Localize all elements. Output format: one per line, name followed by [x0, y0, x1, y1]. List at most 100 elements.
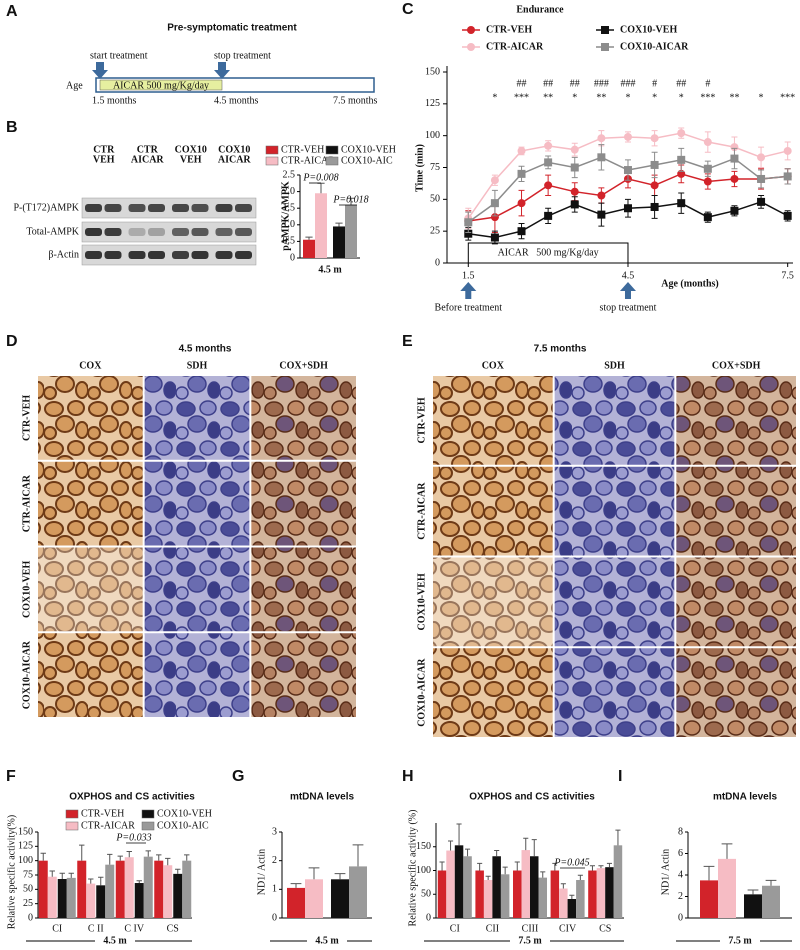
point	[623, 132, 632, 141]
legend-marker	[601, 26, 609, 34]
start-label: start treatment	[90, 50, 148, 61]
x-tick-label: CI	[52, 923, 62, 934]
significance: ###	[594, 78, 609, 89]
error-bar	[290, 883, 302, 888]
point	[703, 213, 712, 222]
y-tick-label: 150	[425, 66, 440, 77]
error-bar	[448, 840, 454, 851]
point	[703, 164, 712, 173]
error-bar	[765, 879, 777, 886]
point	[650, 160, 659, 169]
bar	[463, 856, 472, 918]
treatment-label: AICAR 500 mg/Kg/day	[498, 247, 599, 258]
x-axis-label: 4.5 m	[315, 935, 339, 946]
blot-band	[104, 228, 122, 236]
point	[677, 155, 686, 164]
legend-swatch	[265, 145, 279, 155]
error-bar	[502, 866, 508, 875]
error-bar	[703, 865, 715, 881]
error-bar	[439, 861, 445, 871]
x-tick-label: CS	[599, 923, 611, 934]
x-tick-label: CIII	[522, 923, 539, 934]
error-bar	[465, 848, 471, 857]
y-tick-label: 6	[678, 848, 683, 859]
micrograph	[554, 648, 675, 737]
blot-band	[85, 204, 102, 212]
micrograph	[433, 557, 553, 647]
point	[730, 206, 739, 215]
bar	[182, 860, 192, 918]
x-axis-label: Age (months)	[661, 278, 719, 289]
micrograph	[144, 633, 250, 717]
micrograph	[433, 376, 553, 465]
row-header: COX10-AICAR	[21, 640, 32, 709]
bar	[124, 857, 134, 918]
legend-swatch	[141, 809, 155, 819]
legend-marker	[467, 43, 475, 51]
point	[703, 177, 712, 186]
significance: ##	[676, 78, 686, 89]
point	[730, 143, 739, 152]
legend-label: CTR-AICAR	[486, 41, 544, 52]
error-bar	[598, 865, 604, 869]
point	[517, 146, 526, 155]
micrograph	[38, 461, 143, 546]
micrograph	[676, 648, 796, 737]
bar	[134, 883, 144, 918]
y-tick-label: 2	[272, 855, 277, 866]
error-bar	[552, 862, 558, 871]
error-bar	[308, 867, 320, 880]
legend-marker	[601, 43, 609, 51]
point	[783, 146, 792, 155]
bar	[492, 856, 501, 918]
significance: *	[625, 92, 630, 103]
point	[703, 138, 712, 147]
significance: *	[652, 92, 657, 103]
point	[570, 187, 579, 196]
point	[544, 211, 553, 220]
y-tick-label: 2.5	[283, 169, 296, 180]
chart-title: OXPHOS and CS activities	[469, 792, 595, 803]
y-tick-label: 150	[18, 826, 33, 837]
micrograph	[251, 461, 356, 546]
bar	[305, 879, 323, 918]
point	[490, 213, 499, 222]
bar	[613, 845, 623, 918]
point	[650, 181, 659, 190]
legend-marker	[467, 26, 475, 34]
x-axis-label: 7.5 m	[728, 935, 752, 946]
point	[490, 176, 499, 185]
micrograph	[251, 376, 356, 460]
significance: ##	[517, 78, 527, 89]
p-value: P=0.033	[115, 832, 151, 843]
lane-label: AICAR	[131, 154, 165, 165]
legend-label: CTR-AICAR	[81, 820, 135, 831]
blot-band	[235, 228, 252, 236]
significance: ***	[700, 92, 715, 103]
bar	[454, 845, 464, 918]
y-tick-label: 0	[290, 252, 295, 263]
bar	[345, 204, 357, 258]
error-bar	[747, 889, 759, 895]
blot-band	[148, 251, 165, 259]
lane-label: VEH	[180, 154, 202, 165]
bar	[538, 877, 547, 918]
error-bar	[514, 861, 520, 871]
bar	[77, 860, 87, 918]
panel-label: D	[6, 333, 18, 350]
bar	[567, 899, 577, 918]
micrograph	[554, 557, 675, 647]
row-header: COX10-AICAR	[416, 658, 427, 727]
y-tick-label: 0	[435, 257, 440, 268]
x-tick-label: 1.5	[462, 270, 475, 281]
chart-title: OXPHOS and CS activities	[69, 792, 195, 803]
point	[517, 169, 526, 178]
y-tick-label: 1.0	[283, 219, 296, 230]
error-bar	[68, 872, 74, 878]
micrograph	[144, 461, 250, 546]
column-header: SDH	[604, 360, 625, 371]
column-header: COX+SDH	[279, 360, 328, 371]
arrow	[619, 282, 636, 299]
y-tick-label: 3	[272, 826, 277, 837]
micrograph	[433, 648, 553, 737]
